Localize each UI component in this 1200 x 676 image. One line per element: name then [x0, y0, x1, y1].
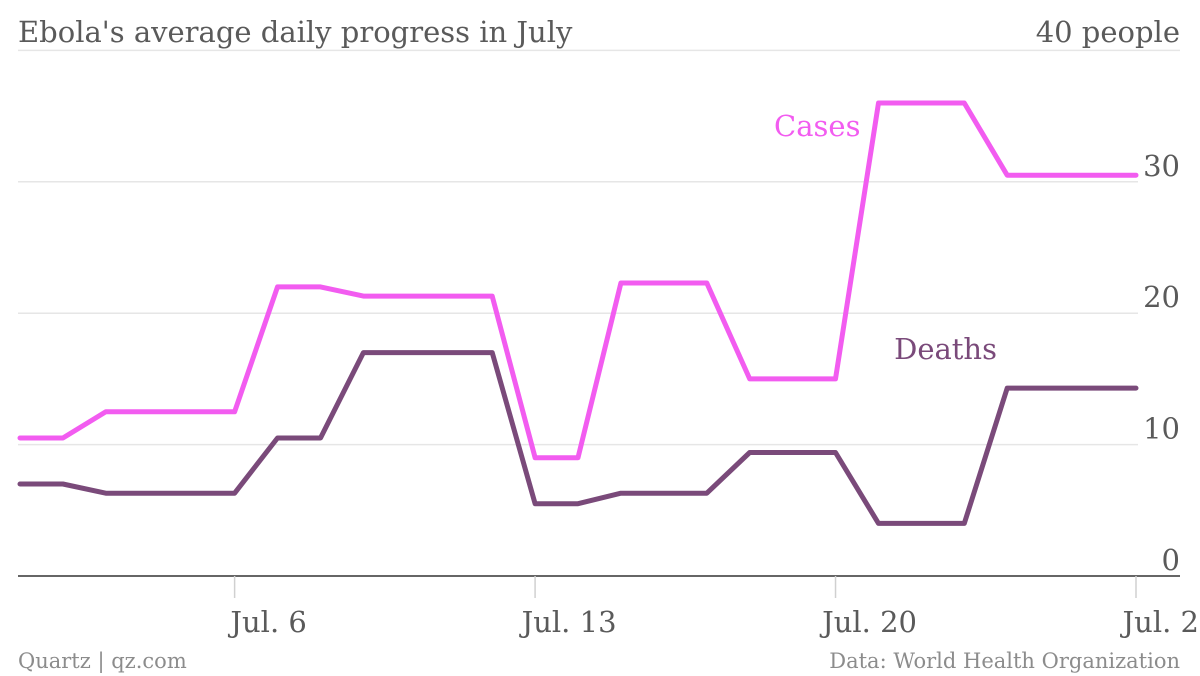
y-tick-label: 10: [1143, 412, 1180, 446]
footer-source-left: Quartz | qz.com: [18, 649, 187, 674]
x-tick-label: Jul. 6: [227, 605, 306, 639]
gridlines: [18, 49, 1180, 446]
x-tick-label: Jul. 20: [819, 605, 917, 639]
series-labels: Cases Deaths: [774, 109, 997, 366]
y-tick-label: 0: [1162, 543, 1180, 577]
series-lines: [17, 100, 1139, 526]
series-line-deaths: [17, 350, 1139, 526]
y-tick-label: 20: [1143, 280, 1180, 314]
x-tick-label: Jul. 13: [519, 605, 617, 639]
x-axis: Jul. 6 Jul. 13 Jul. 20 Jul. 27: [18, 575, 1200, 639]
y-axis: 0 10 20 30: [1143, 149, 1180, 577]
series-line-cases: [17, 100, 1139, 461]
series-label-deaths: Deaths: [894, 332, 997, 366]
y-tick-label: 30: [1143, 149, 1180, 183]
unit-label: 40 people: [1036, 15, 1180, 49]
x-tick-label: Jul. 27: [1120, 605, 1200, 639]
series-label-cases: Cases: [774, 109, 860, 143]
footer-source-right: Data: World Health Organization: [829, 649, 1180, 673]
chart-title: Ebola's average daily progress in July: [18, 15, 573, 49]
